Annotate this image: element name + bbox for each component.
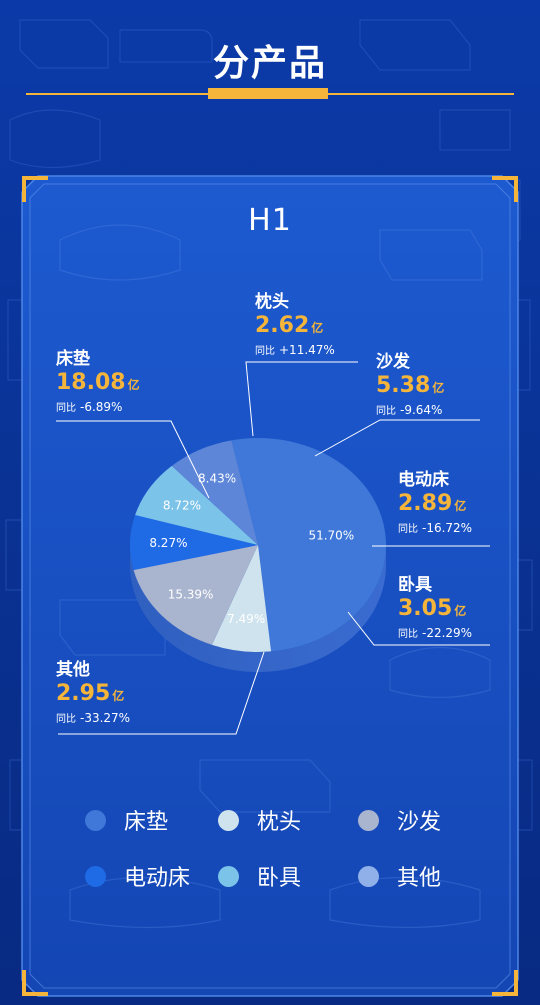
legend-swatch — [85, 865, 106, 887]
callout-yoy-label: 同比 — [398, 629, 418, 640]
legend-item-bed-mattress: 床垫 — [85, 804, 168, 836]
legend-swatch — [218, 865, 239, 887]
leader-line-4 — [347, 611, 490, 646]
legend-swatch — [85, 809, 106, 831]
leader-line-1 — [245, 361, 358, 437]
callout-unit: 亿 — [311, 321, 324, 335]
callout-unit: 亿 — [454, 604, 467, 618]
callout-name: 其他 — [56, 660, 90, 680]
legend-item-bedding: 卧具 — [218, 860, 301, 892]
legend-item-pillow: 枕头 — [218, 804, 301, 836]
legend-item-other: 其他 — [358, 860, 441, 892]
callout-yoy: -9.64% — [400, 403, 443, 417]
callout-unit: 亿 — [432, 381, 445, 395]
leader-line-5 — [58, 651, 265, 735]
pie-pct-label-5: 8.43% — [198, 471, 236, 485]
pie-pct-label-4: 8.72% — [163, 498, 201, 512]
legend-label: 其他 — [397, 866, 442, 891]
callout-name: 床垫 — [56, 349, 90, 369]
callout-yoy: -6.89% — [80, 400, 123, 414]
legend-item-sofa: 沙发 — [358, 804, 441, 836]
chart-title: H1 — [248, 203, 292, 238]
callout-sofa: 沙发 5.38 亿 同比 -9.64% — [376, 352, 444, 420]
callout-electric-bed: 电动床 2.89 亿 同比 -16.72% — [398, 470, 472, 538]
legend-label: 沙发 — [397, 810, 442, 835]
callout-name: 电动床 — [398, 470, 449, 490]
callout-yoy: +11.47% — [279, 343, 335, 357]
legend-swatch — [358, 865, 379, 887]
legend-item-electric-bed: 电动床 — [85, 860, 190, 892]
pie-pct-label-1: 7.49% — [227, 612, 265, 626]
pie-slice-3 — [130, 515, 258, 571]
pie-pct-label-3: 8.27% — [149, 536, 187, 550]
callout-name: 枕头 — [255, 292, 289, 312]
callout-value: 18.08 — [56, 370, 126, 395]
pie-slice-2 — [133, 545, 258, 645]
callout-yoy: -16.72% — [422, 521, 473, 535]
legend-label: 枕头 — [257, 810, 302, 835]
pie-depth — [130, 545, 386, 672]
callout-pillow: 枕头 2.62 亿 同比 +11.47% — [255, 292, 335, 360]
callout-yoy-label: 同比 — [56, 403, 76, 414]
callout-value: 5.38 — [376, 373, 431, 398]
page-title: 分产品 — [212, 43, 327, 84]
callout-unit: 亿 — [454, 499, 467, 513]
callout-unit: 亿 — [112, 689, 125, 703]
callout-value: 2.62 — [255, 313, 310, 338]
leader-line-0 — [56, 420, 210, 499]
leader-line-2 — [314, 419, 480, 457]
callout-yoy-label: 同比 — [255, 346, 275, 357]
legend-swatch — [218, 809, 239, 831]
pie-slice-4 — [135, 465, 258, 545]
callout-yoy: -22.29% — [422, 626, 473, 640]
callout-unit: 亿 — [127, 378, 140, 392]
callout-yoy-label: 同比 — [398, 524, 418, 535]
legend-swatch — [358, 809, 379, 831]
callout-value: 2.89 — [398, 491, 453, 516]
callout-name: 沙发 — [376, 352, 410, 372]
callout-value: 2.95 — [56, 681, 111, 706]
callout-bed-mattress: 床垫 18.08 亿 同比 -6.89% — [56, 349, 140, 417]
pie-slice-0 — [231, 438, 387, 652]
callout-yoy: -33.27% — [80, 711, 131, 725]
callout-name: 卧具 — [398, 575, 432, 595]
legend-label: 床垫 — [124, 810, 169, 835]
legend-label: 卧具 — [257, 866, 302, 891]
legend-label: 电动床 — [124, 866, 191, 891]
callout-yoy-label: 同比 — [376, 406, 396, 417]
callout-yoy-label: 同比 — [56, 714, 76, 725]
pie-slice-1 — [211, 545, 272, 652]
pie-pct-label-0: 51.70% — [308, 528, 354, 542]
pie-pct-label-2: 15.39% — [168, 587, 214, 601]
callout-value: 3.05 — [398, 596, 453, 621]
callout-bedding: 卧具 3.05 亿 同比 -22.29% — [398, 575, 472, 643]
title-accent-bar — [208, 88, 328, 99]
callout-other: 其他 2.95 亿 同比 -33.27% — [56, 660, 130, 728]
